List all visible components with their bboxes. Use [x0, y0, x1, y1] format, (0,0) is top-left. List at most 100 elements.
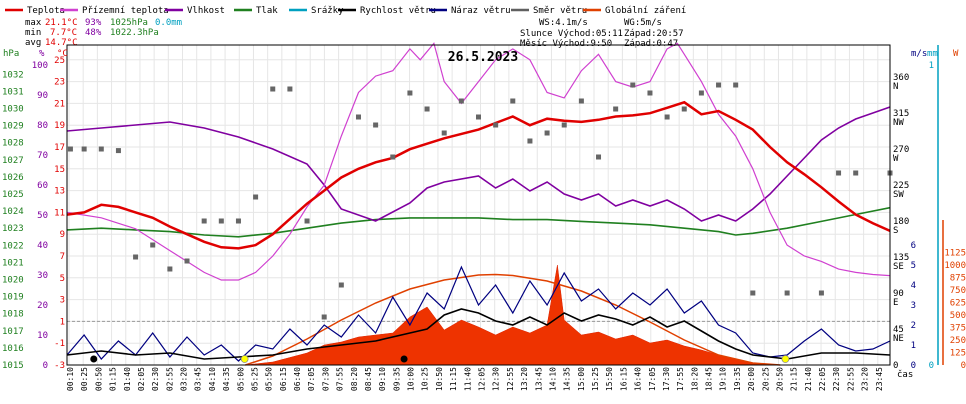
- axis-time-tick: 05:50: [265, 367, 274, 391]
- axis-w-tick: 1000: [944, 261, 966, 271]
- axis-dir-label: NE: [893, 334, 904, 344]
- axis-time-tick: 00:25: [80, 367, 89, 391]
- axis-dir-tick: 0: [893, 361, 898, 371]
- axis-time-tick: 03:45: [194, 367, 203, 391]
- axis-hpa-tick: 1018: [2, 310, 24, 320]
- axis-degc-unit: °C: [57, 49, 68, 59]
- axis-degc-tick: 11: [54, 208, 65, 218]
- legend-label: Srážky: [311, 6, 344, 16]
- wind-dir-point: [493, 122, 499, 128]
- sunrise-marker: [240, 355, 249, 363]
- stat-max-hum: 93%: [85, 18, 102, 28]
- axis-hpa-tick: 1023: [2, 224, 24, 234]
- wind-dir-point: [458, 98, 464, 104]
- sunset-marker: [781, 355, 790, 363]
- axis-dir-label: N: [893, 82, 898, 92]
- axis-degc-tick: 21: [54, 99, 65, 109]
- axis-mm-tick: 1: [929, 61, 934, 71]
- axis-degc-tick: 3: [60, 296, 65, 306]
- axis-degc-tick: 1: [60, 317, 65, 327]
- axis-dir-tick: 90: [893, 289, 904, 299]
- stat-avg-label: avg: [25, 38, 41, 48]
- axis-hpa-tick: 1021: [2, 258, 24, 268]
- axis-time-tick: 12:55: [506, 367, 515, 391]
- axis-w-tick: 625: [950, 299, 966, 309]
- wind-dir-point: [321, 314, 327, 320]
- axis-degc-tick: 23: [54, 78, 65, 88]
- wind-dir-point: [98, 146, 104, 152]
- axis-time-tick: 11:40: [463, 367, 472, 391]
- axis-hpa-tick: 1031: [2, 87, 24, 97]
- axis-time-tick: 13:20: [520, 367, 529, 391]
- axis-hpa-tick: 1022: [2, 241, 24, 251]
- axis-time-tick: 02:05: [137, 367, 146, 391]
- axis-time-tick: 20:00: [747, 367, 756, 391]
- axis-w-tick: 875: [950, 274, 966, 284]
- axis-degc-tick: 13: [54, 187, 65, 197]
- wind-dir-point: [253, 194, 259, 200]
- wind-dir-point: [561, 122, 567, 128]
- wind-dir-point: [67, 146, 73, 152]
- axis-ms-tick: 3: [911, 301, 916, 311]
- series-wind-speed: [66, 308, 891, 360]
- axis-time-tick: 21:15: [790, 367, 799, 391]
- axis-time-tick: 23:20: [861, 367, 870, 391]
- axis-dir-label: NW: [893, 118, 904, 128]
- wind-dir-point: [750, 290, 756, 296]
- axis-time-tick: 09:35: [392, 367, 401, 391]
- axis-time-tick: 22:55: [846, 367, 855, 391]
- axis-mm-tick: 0: [929, 361, 934, 371]
- axis-time-tick: 01:40: [123, 367, 132, 391]
- axis-time-tick: 12:05: [478, 367, 487, 391]
- wind-dir-point: [424, 106, 430, 112]
- axis-w-tick: 0: [961, 361, 966, 371]
- axis-time-tick: 10:25: [421, 367, 430, 391]
- wind-dir-point: [818, 290, 824, 296]
- axis-w-tick: 1125: [944, 249, 966, 259]
- axis-pct-unit: %: [39, 49, 45, 59]
- stat-max-temp: 21.1°C: [45, 18, 78, 28]
- axis-time-tick: 18:45: [705, 367, 714, 391]
- axis-time-tick: 17:30: [662, 367, 671, 391]
- moonset-marker: [90, 355, 98, 363]
- axis-dir-tick: 360: [893, 73, 909, 83]
- axis-mm-unit: mm: [927, 49, 938, 59]
- legend-label: Tlak: [256, 6, 278, 16]
- stat-min-hum: 48%: [85, 28, 102, 38]
- axis-ms-tick: 4: [911, 281, 916, 291]
- wind-dir-point: [613, 106, 619, 112]
- stat-max-label: max: [25, 18, 42, 28]
- wind-dir-point: [167, 266, 173, 272]
- axis-pct-tick: 80: [37, 121, 48, 131]
- wind-dir-point: [373, 122, 379, 128]
- axis-hpa-unit: hPa: [3, 49, 19, 59]
- axis-hpa-tick: 1019: [2, 293, 24, 303]
- axis-w-tick: 750: [950, 286, 966, 296]
- series-pressure: [66, 206, 891, 238]
- axis-ms-tick: 1: [911, 341, 916, 351]
- info-moonrise: Měsíc Východ:9:50: [520, 39, 612, 49]
- wind-dir-point: [201, 218, 207, 224]
- axis-pct-tick: 20: [37, 301, 48, 311]
- stat-min-temp: 7.7°C: [50, 28, 77, 38]
- axis-dir-label: S: [893, 226, 898, 236]
- axis-degc-tick: 19: [54, 121, 65, 131]
- legend-label: Směr větru: [533, 6, 587, 16]
- axis-time-tick: 08:20: [350, 367, 359, 391]
- stat-max-press: 1025hPa: [110, 18, 148, 28]
- plot-frame: [66, 44, 891, 366]
- axis-time-tick: 07:30: [321, 367, 330, 391]
- wind-dir-point: [476, 114, 481, 120]
- axis-dir-tick: 270: [893, 145, 909, 155]
- axis-pct-tick: 70: [37, 151, 48, 161]
- axis-w-tick: 125: [950, 349, 966, 359]
- wind-dir-point: [390, 154, 396, 160]
- axis-dir-tick: 225: [893, 181, 909, 191]
- wind-dir-point: [510, 98, 516, 104]
- axis-dir-tick: 315: [893, 109, 909, 119]
- axis-dir-tick: 135: [893, 253, 909, 263]
- wind-dir-point: [407, 90, 413, 96]
- axis-pct-tick: 100: [32, 61, 48, 71]
- axis-hpa-tick: 1026: [2, 173, 24, 183]
- axis-pct-tick: 60: [37, 181, 48, 191]
